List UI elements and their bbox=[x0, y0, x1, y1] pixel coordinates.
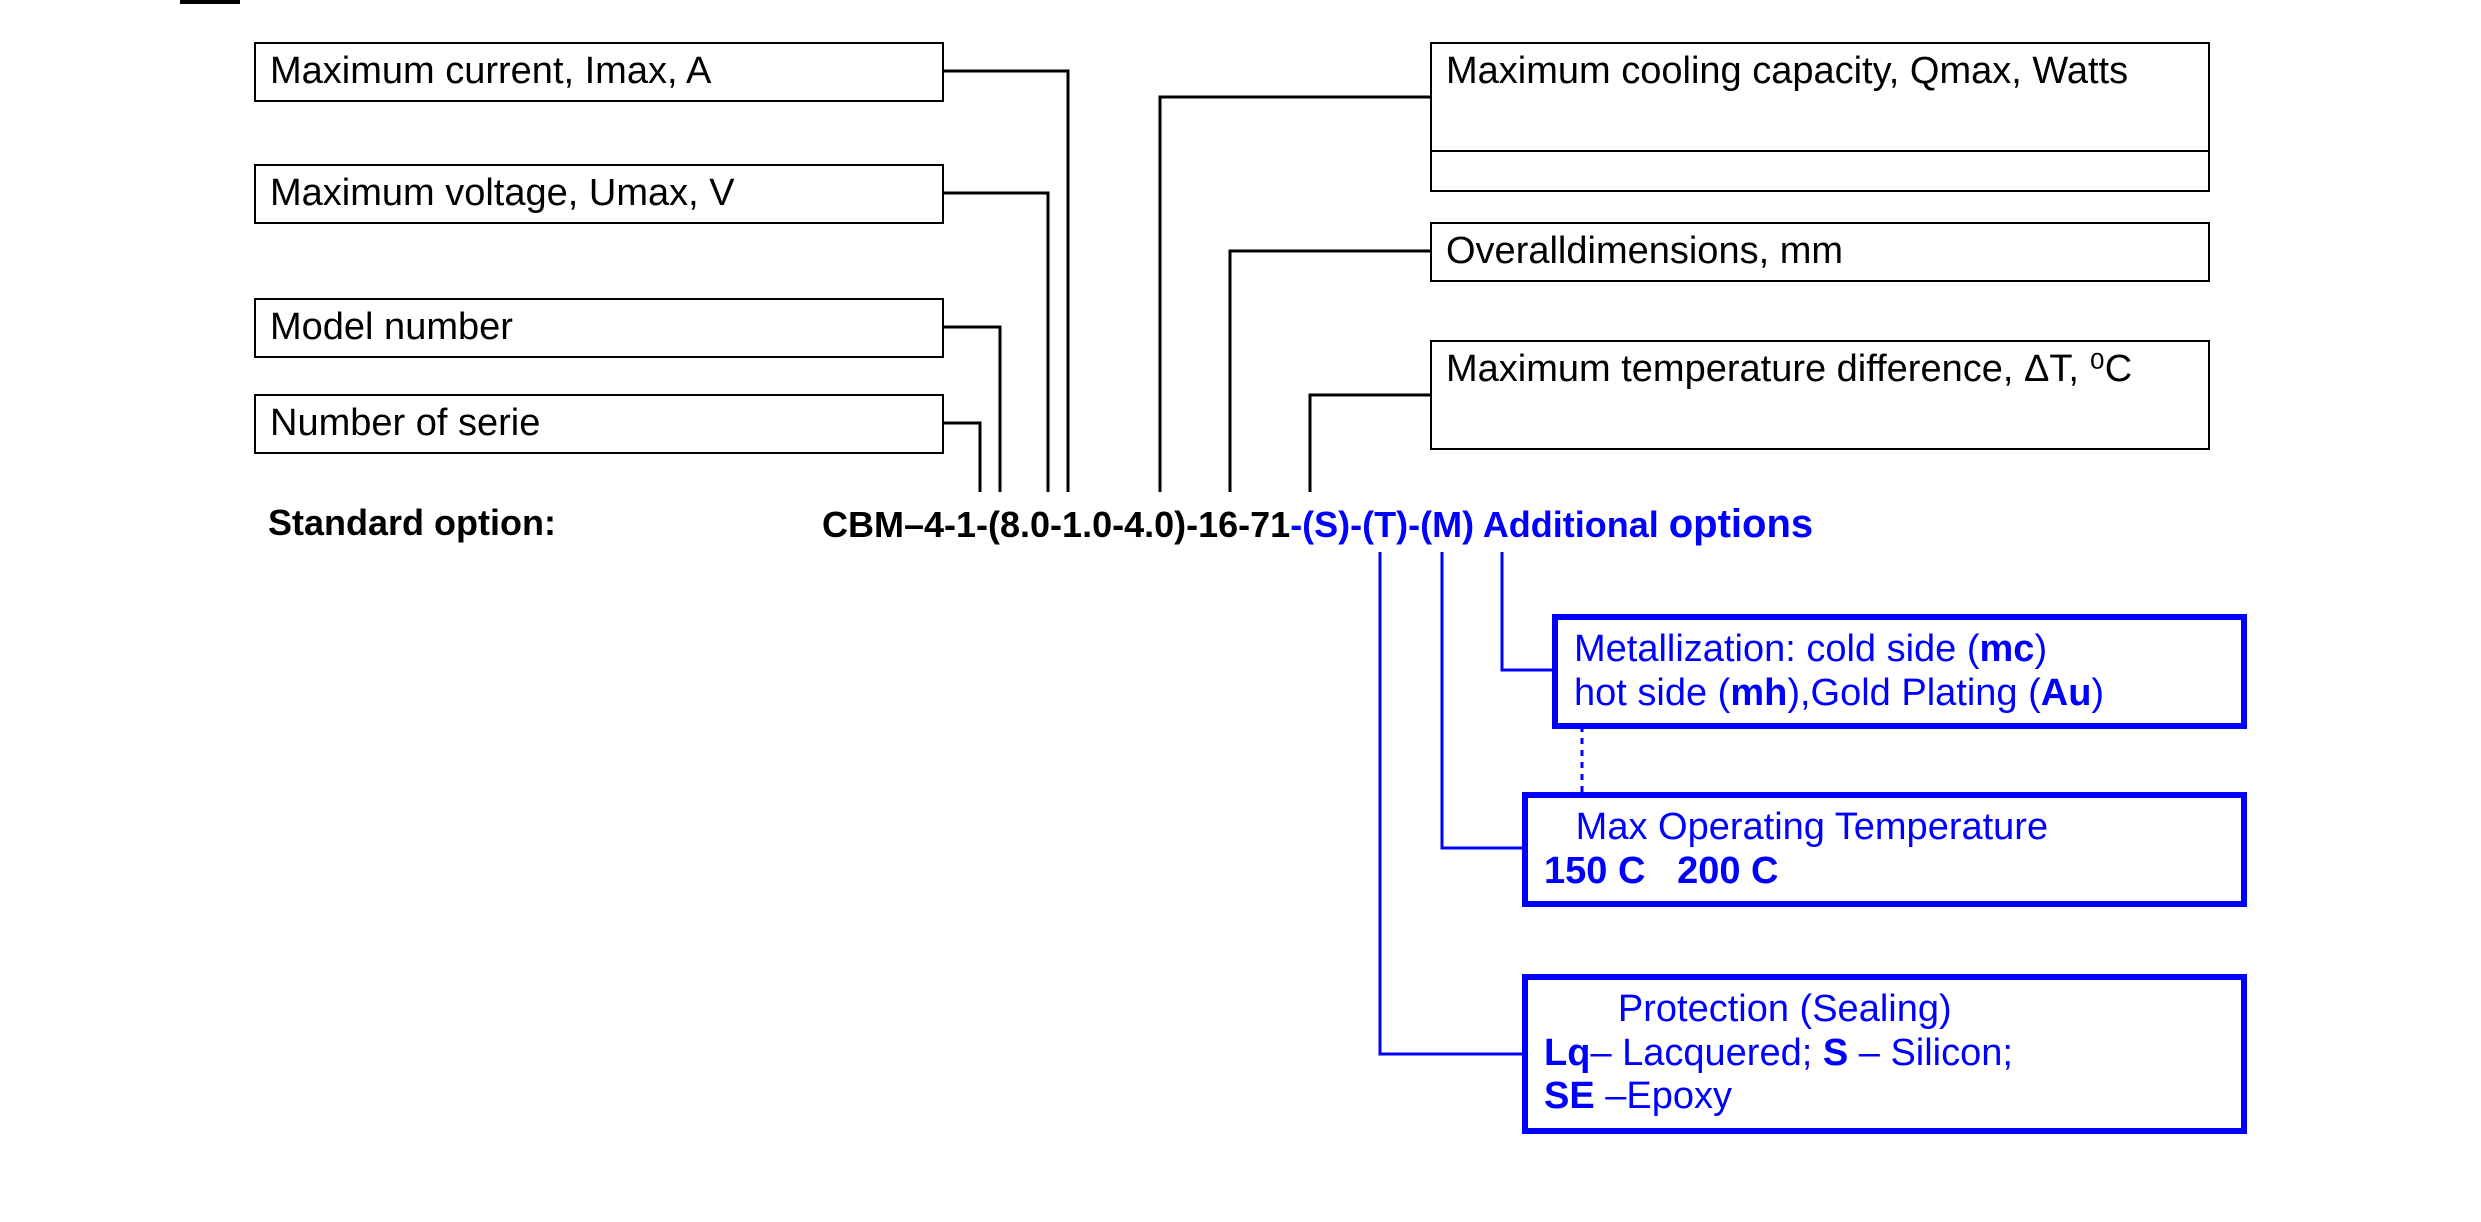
option-box-1: Max Operating Temperature150 C 200 C bbox=[1522, 792, 2247, 907]
option-box-2: Protection (Sealing)Lq– Lacquered; S – S… bbox=[1522, 974, 2247, 1134]
left-param-box-3: Number of serie bbox=[254, 394, 944, 454]
left-param-box-1: Maximum voltage, Umax, V bbox=[254, 164, 944, 224]
part-code: CBM–4-1-(8.0-1.0-4.0)-16-71-(S)-(T)-(M) … bbox=[822, 502, 1813, 547]
spacer-box bbox=[1430, 152, 2210, 192]
standard-option-label: Standard option: bbox=[268, 502, 556, 544]
tick-mark bbox=[180, 0, 240, 4]
left-param-box-0: Maximum current, Imax, A bbox=[254, 42, 944, 102]
option-box-0: Metallization: cold side (mc)hot side (m… bbox=[1552, 614, 2247, 729]
left-param-box-2: Model number bbox=[254, 298, 944, 358]
right-param-box-2: Maximum temperature difference, ΔT, ⁰C bbox=[1430, 340, 2210, 450]
right-param-box-1: Overalldimensions, mm bbox=[1430, 222, 2210, 282]
right-param-box-0: Maximum cooling capacity, Qmax, Watts bbox=[1430, 42, 2210, 152]
